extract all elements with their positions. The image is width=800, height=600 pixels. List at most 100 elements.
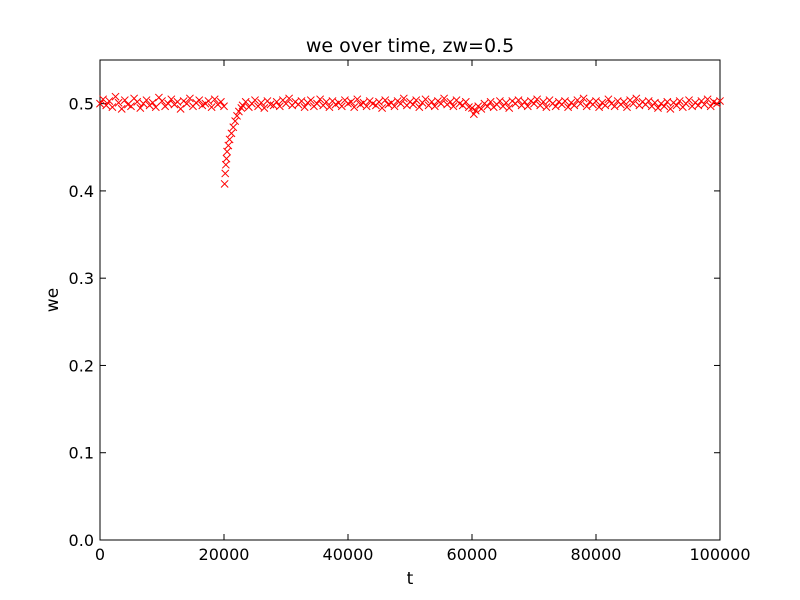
- data-point-marker: [601, 101, 610, 110]
- data-point-marker: [604, 95, 613, 104]
- data-point-marker: [266, 100, 275, 109]
- data-point-marker: [114, 98, 123, 107]
- data-point-marker: [632, 94, 641, 103]
- data-point-marker: [272, 97, 281, 106]
- data-point-marker: [610, 102, 619, 111]
- data-point-marker: [167, 95, 176, 104]
- data-point-marker: [142, 96, 151, 105]
- data-point-marker: [275, 102, 284, 111]
- data-point-marker: [502, 98, 511, 107]
- data-point-marker: [241, 97, 250, 106]
- data-point-marker: [666, 104, 675, 113]
- data-point-marker: [313, 99, 321, 108]
- data-point-marker: [523, 102, 532, 111]
- data-point-marker: [99, 95, 108, 104]
- data-point-marker: [220, 102, 228, 111]
- x-axis-ticks: [99, 60, 721, 540]
- data-point-marker: [204, 97, 213, 105]
- data-point-marker: [306, 96, 315, 105]
- data-point-marker: [117, 104, 126, 113]
- x-tick-label: 60000: [447, 545, 498, 564]
- data-point-marker: [464, 103, 473, 112]
- data-point-marker: [260, 104, 269, 112]
- y-tick-label: 0.2: [69, 356, 94, 375]
- data-point-marker: [316, 95, 325, 104]
- data-point-marker: [477, 104, 486, 113]
- data-point-marker: [350, 103, 359, 112]
- data-point-marker: [233, 111, 241, 120]
- x-tick-label: 40000: [323, 545, 374, 564]
- chart-title: we over time, zw=0.5: [306, 35, 514, 57]
- data-point-marker: [672, 101, 681, 110]
- y-axis-ticks: [100, 103, 720, 541]
- data-point-marker: [362, 102, 371, 111]
- data-point-marker: [468, 104, 476, 112]
- data-point-marker: [486, 97, 495, 106]
- y-tick-label: 0.0: [69, 531, 94, 550]
- data-point-marker: [220, 179, 229, 188]
- data-point-marker: [151, 103, 160, 112]
- data-point-marker: [703, 95, 712, 104]
- data-point-marker: [629, 99, 638, 108]
- plot-area: [99, 59, 721, 541]
- data-point-marker: [224, 141, 233, 150]
- data-point-marker: [158, 97, 166, 105]
- data-point-marker: [551, 102, 560, 111]
- data-point-marker: [685, 96, 693, 105]
- data-point-marker: [623, 103, 631, 112]
- data-point-marker: [257, 98, 266, 107]
- data-point-marker: [495, 97, 504, 105]
- data-point-marker: [430, 102, 439, 111]
- data-point-marker: [182, 99, 191, 108]
- data-point-marker: [533, 95, 542, 104]
- data-point-marker: [195, 96, 204, 105]
- data-point-marker: [96, 99, 104, 108]
- y-axis-tick-labels: 0.0 0.1 0.2 0.3 0.4 0.5: [69, 95, 94, 550]
- data-point-marker: [227, 129, 236, 138]
- data-point-marker: [234, 107, 243, 116]
- data-point-marker: [582, 102, 591, 111]
- data-point-marker: [561, 97, 569, 105]
- data-point-marker: [207, 103, 216, 112]
- data-point-marker: [231, 117, 240, 126]
- data-point-marker: [449, 102, 458, 111]
- data-point-marker: [251, 96, 259, 105]
- data-point-marker: [440, 94, 449, 103]
- data-point-marker: [396, 99, 405, 108]
- data-point-marker: [223, 147, 232, 156]
- data-point-marker: [222, 154, 231, 163]
- x-axis-tick-labels: 0 20000 40000 60000 80000 100000: [95, 545, 751, 564]
- x-tick-label: 20000: [199, 545, 250, 564]
- data-point-marker: [176, 104, 185, 113]
- data-point-marker: [282, 99, 290, 108]
- data-point-marker: [716, 97, 724, 105]
- data-point-marker: [595, 103, 604, 112]
- data-point-marker: [127, 102, 135, 111]
- data-point-marker: [539, 97, 548, 106]
- data-point-marker: [111, 92, 120, 101]
- data-point-marker: [347, 97, 356, 106]
- y-tick-label: 0.4: [69, 182, 94, 201]
- data-point-marker: [216, 97, 225, 106]
- data-point-marker: [133, 97, 142, 106]
- data-point-marker: [461, 97, 470, 106]
- data-point-marker: [102, 101, 111, 110]
- data-point-marker: [353, 95, 362, 104]
- x-tick-label: 0: [95, 545, 105, 564]
- y-tick-label: 0.1: [69, 444, 94, 463]
- data-point-marker: [660, 102, 669, 111]
- data-point-marker: [229, 123, 238, 132]
- data-point-marker: [378, 104, 387, 112]
- data-point-marker: [399, 94, 408, 103]
- data-point-marker: [421, 95, 430, 104]
- data-point-marker: [564, 103, 573, 112]
- data-point-marker: [654, 104, 662, 112]
- data-point-marker: [375, 97, 383, 106]
- data-point-marker: [446, 97, 455, 106]
- data-point-marker: [530, 99, 538, 108]
- data-point-marker: [325, 103, 334, 112]
- data-point-marker: [505, 104, 514, 112]
- data-point-marker: [225, 135, 234, 144]
